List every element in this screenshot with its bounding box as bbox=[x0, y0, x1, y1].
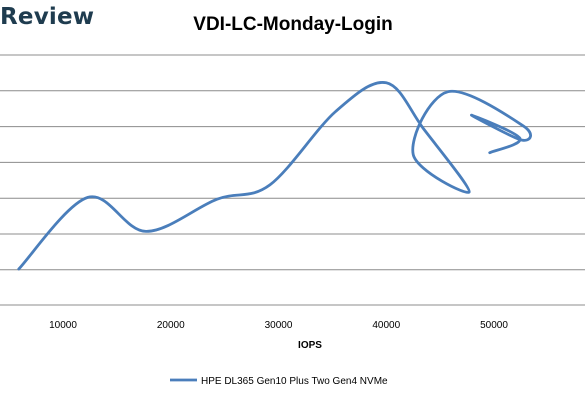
legend-label: HPE DL365 Gen10 Plus Two Gen4 NVMe bbox=[201, 376, 388, 387]
legend: HPE DL365 Gen10 Plus Two Gen4 NVMe bbox=[170, 376, 388, 387]
x-axis-label: IOPS bbox=[298, 340, 322, 351]
x-tick-labels: 10000 20000 30000 40000 50000 bbox=[49, 320, 508, 331]
x-tick-label: 30000 bbox=[265, 320, 293, 331]
watermark-logo: Review bbox=[0, 4, 95, 30]
x-tick-label: 50000 bbox=[480, 320, 508, 331]
chart-title: VDI-LC-Monday-Login bbox=[193, 14, 393, 35]
series-group bbox=[17, 81, 532, 271]
x-tick-label: 10000 bbox=[49, 320, 77, 331]
series-line bbox=[17, 81, 532, 271]
x-tick-label: 20000 bbox=[157, 320, 185, 331]
x-tick-label: 40000 bbox=[372, 320, 400, 331]
